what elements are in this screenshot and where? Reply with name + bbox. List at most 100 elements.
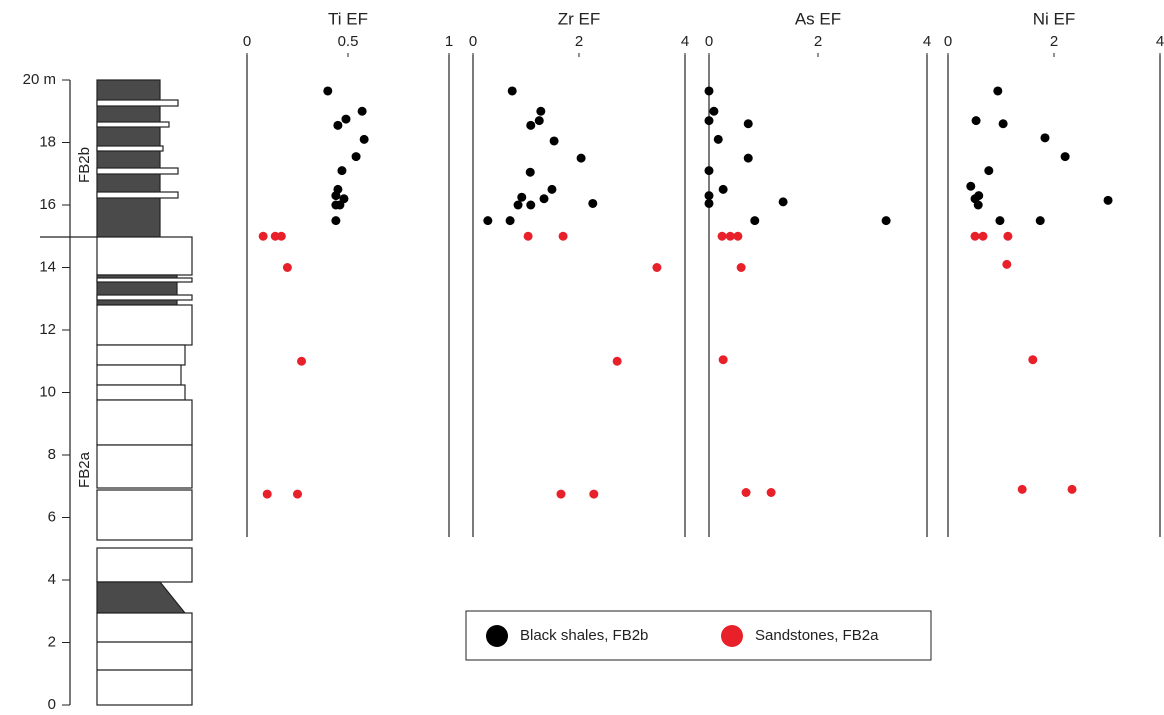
data-point [704,86,714,96]
data-point [612,356,622,366]
data-point [483,216,493,226]
data-point [966,181,976,191]
data-point [534,116,544,126]
data-point [357,106,367,116]
data-point [547,184,557,194]
data-point [970,231,980,241]
data-point [539,194,549,204]
x-tick-label: 1 [445,33,453,50]
data-point [1003,231,1013,241]
x-tick-label: 0 [944,33,952,50]
x-tick-label: 4 [923,33,931,50]
data-point [704,198,714,208]
data-point [507,86,517,96]
lithology-column [40,79,193,706]
data-point [359,134,369,144]
data-point [750,216,760,226]
data-point [558,231,568,241]
data-point [525,167,535,177]
data-point [549,136,559,146]
data-point [1060,152,1070,162]
data-point [1017,484,1027,494]
y-tick-label: 12 [39,321,56,338]
data-point [293,489,302,499]
x-tick-label: 0 [705,33,713,50]
data-point [709,106,719,116]
y-tick-label: 4 [48,571,56,588]
data-point [1035,216,1045,226]
y-tick-label: 0 [48,696,56,713]
data-point [297,356,307,366]
data-point [652,263,662,272]
y-tick-label: 20 m [23,71,56,88]
data-point [766,488,776,497]
data-point [258,231,268,241]
data-point [505,216,515,226]
data-point [704,191,714,201]
y-tick-label: 8 [48,446,56,463]
data-point [881,216,891,226]
data-point [995,216,1005,226]
legend-label: Black shales, FB2b [520,627,648,644]
data-point [778,197,788,207]
data-point [725,231,735,241]
panel-title: Ni EF [1033,9,1076,28]
data-point [588,198,598,208]
x-tick-label: 4 [681,33,689,50]
data-point [262,489,272,499]
data-point [1067,484,1077,494]
legend-box [465,610,932,661]
panel-title: Ti EF [328,9,368,28]
panel-title: As EF [795,9,841,28]
data-point [741,488,751,497]
legend-marker [721,625,743,647]
unit-label: FB2a [76,451,93,488]
panel-title: Zr EF [558,9,601,28]
data-point [589,489,599,499]
x-tick-label: 2 [575,33,583,50]
data-point [276,231,286,241]
data-point [526,200,536,210]
data-point [536,106,546,116]
data-point [351,152,361,162]
y-tick-label: 10 [39,383,56,400]
data-point [717,231,727,241]
data-point [1028,355,1038,365]
data-point [736,263,746,272]
data-point [576,153,586,163]
data-point [718,184,728,194]
data-point [331,191,341,201]
data-point [556,489,566,499]
data-point [331,200,341,210]
data-point [333,120,343,130]
data-point [704,116,714,126]
x-tick-label: 0 [243,33,251,50]
legend-label: Sandstones, FB2a [755,627,879,644]
data-point [513,200,523,210]
data-point [718,355,728,365]
data-point [984,166,994,176]
data-point [517,192,527,202]
y-tick-label: 6 [48,508,56,525]
data-point [523,231,533,241]
data-point [526,120,536,130]
x-tick-label: 0 [469,33,477,50]
data-point [713,134,723,144]
x-tick-label: 2 [1050,33,1058,50]
y-tick-label: 18 [39,133,56,150]
data-point [978,231,988,241]
data-point [1103,195,1113,205]
data-point [282,263,292,272]
y-tick-label: 14 [39,258,56,275]
data-point [337,166,347,176]
data-point [341,114,351,124]
data-point [1002,259,1012,269]
y-tick-label: 16 [39,196,56,213]
x-tick-label: 2 [814,33,822,50]
y-tick-label: 2 [48,633,56,650]
data-point [973,200,983,210]
x-tick-label: 4 [1156,33,1164,50]
data-point [971,116,981,126]
data-point [993,86,1003,96]
